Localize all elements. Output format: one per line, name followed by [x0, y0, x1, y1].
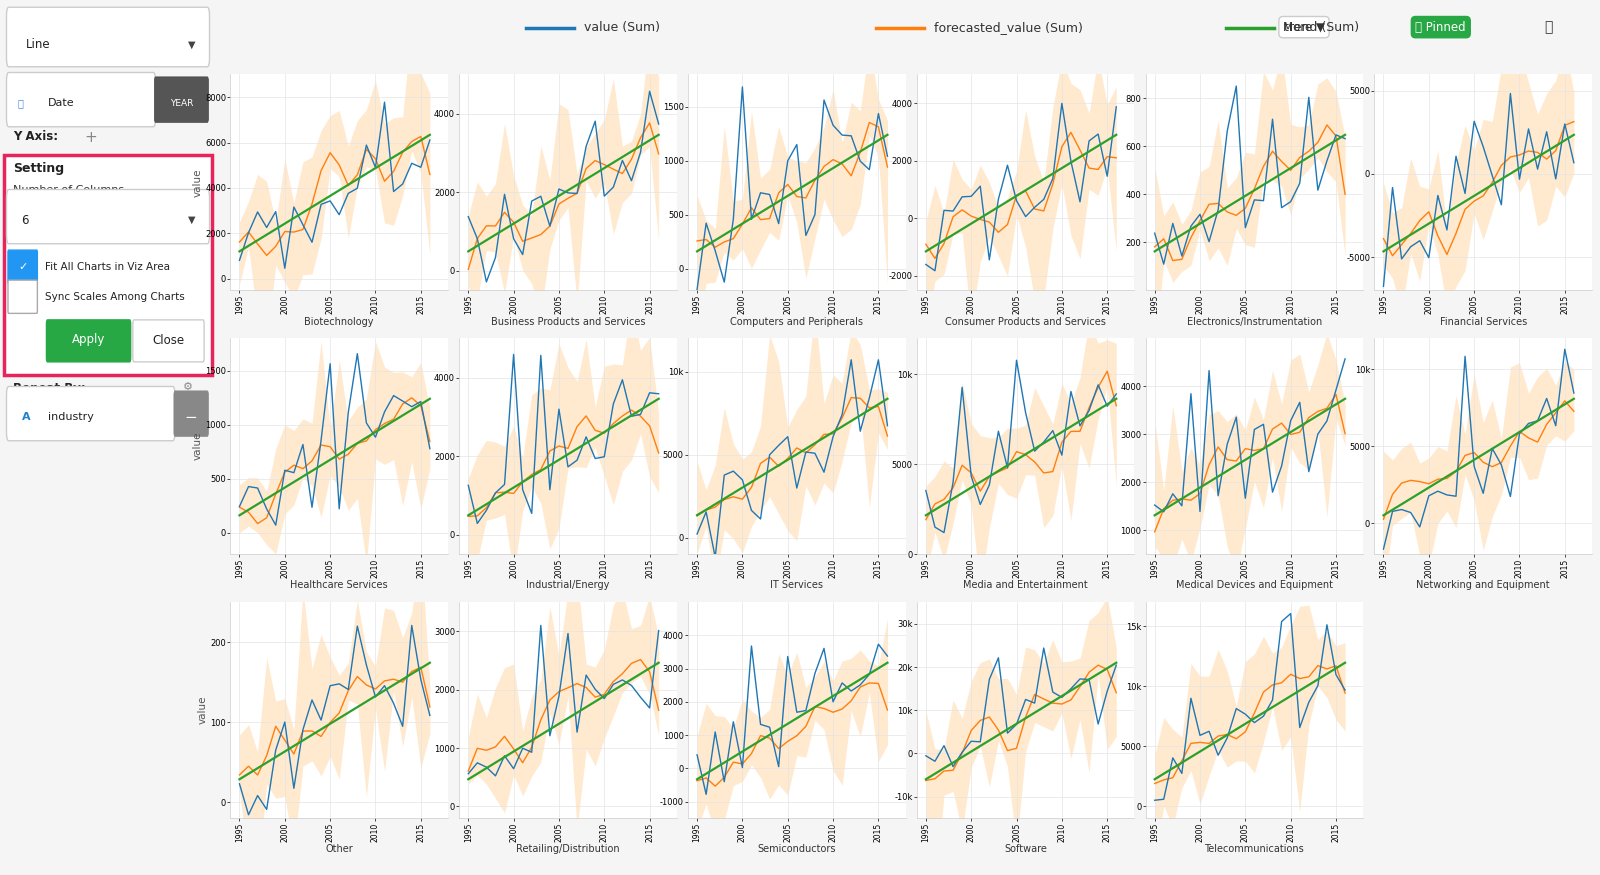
- Y-axis label: value: value: [198, 696, 208, 724]
- FancyBboxPatch shape: [174, 391, 208, 437]
- Text: ▼: ▼: [187, 215, 195, 225]
- X-axis label: Software: Software: [1005, 844, 1046, 855]
- FancyBboxPatch shape: [6, 387, 174, 441]
- Text: A: A: [22, 412, 30, 422]
- X-axis label: Media and Entertainment: Media and Entertainment: [963, 580, 1088, 591]
- Text: Apply: Apply: [72, 333, 106, 346]
- X-axis label: Financial Services: Financial Services: [1440, 317, 1526, 326]
- FancyBboxPatch shape: [8, 280, 37, 313]
- FancyBboxPatch shape: [5, 155, 211, 375]
- Text: forecasted_value (Sum): forecasted_value (Sum): [934, 22, 1083, 34]
- Text: Type:: Type:: [13, 15, 48, 28]
- Text: Sync Scales Among Charts: Sync Scales Among Charts: [45, 291, 186, 302]
- Text: More ▼: More ▼: [1283, 21, 1325, 33]
- Text: Number of Columns: Number of Columns: [13, 185, 125, 195]
- Text: 📌 Pinned: 📌 Pinned: [1416, 21, 1466, 33]
- X-axis label: Healthcare Services: Healthcare Services: [290, 580, 389, 591]
- FancyBboxPatch shape: [46, 320, 131, 362]
- FancyBboxPatch shape: [6, 190, 210, 244]
- Text: Line: Line: [26, 38, 51, 52]
- Text: Y Axis:: Y Axis:: [13, 130, 58, 143]
- Text: 🗓: 🗓: [18, 98, 22, 108]
- X-axis label: Biotechnology: Biotechnology: [304, 317, 374, 326]
- Text: Close: Close: [152, 333, 184, 346]
- Text: Setting: Setting: [13, 162, 64, 175]
- Text: ⛶: ⛶: [1544, 20, 1554, 34]
- X-axis label: Consumer Products and Services: Consumer Products and Services: [946, 317, 1106, 326]
- Text: Repeat By:: Repeat By:: [13, 382, 86, 395]
- X-axis label: Telecommunications: Telecommunications: [1205, 844, 1304, 855]
- X-axis label: Computers and Peripherals: Computers and Peripherals: [730, 317, 864, 326]
- Text: X Axis:: X Axis:: [13, 72, 59, 85]
- Text: +: +: [85, 130, 98, 145]
- X-axis label: IT Services: IT Services: [770, 580, 824, 591]
- X-axis label: Other: Other: [325, 844, 354, 855]
- FancyBboxPatch shape: [133, 320, 205, 362]
- FancyBboxPatch shape: [6, 73, 155, 127]
- Text: industry: industry: [48, 412, 93, 422]
- Text: ▼: ▼: [187, 40, 195, 50]
- X-axis label: Networking and Equipment: Networking and Equipment: [1416, 580, 1550, 591]
- FancyBboxPatch shape: [6, 7, 210, 66]
- X-axis label: Electronics/Instrumentation: Electronics/Instrumentation: [1187, 317, 1322, 326]
- X-axis label: Retailing/Distribution: Retailing/Distribution: [517, 844, 619, 855]
- Y-axis label: value: value: [192, 432, 203, 460]
- X-axis label: Industrial/Energy: Industrial/Energy: [526, 580, 610, 591]
- X-axis label: Medical Devices and Equipment: Medical Devices and Equipment: [1176, 580, 1333, 591]
- X-axis label: Semiconductors: Semiconductors: [757, 844, 837, 855]
- Y-axis label: value: value: [192, 168, 202, 197]
- X-axis label: Business Products and Services: Business Products and Services: [491, 317, 645, 326]
- Text: value (Sum): value (Sum): [584, 22, 659, 34]
- Text: −: −: [184, 410, 197, 424]
- Text: ⚙: ⚙: [182, 382, 194, 392]
- Text: trend (Sum): trend (Sum): [1283, 22, 1358, 34]
- Text: Fit All Charts in Viz Area: Fit All Charts in Viz Area: [45, 262, 170, 272]
- FancyBboxPatch shape: [8, 250, 37, 284]
- Text: ✓: ✓: [18, 262, 27, 272]
- Text: YEAR: YEAR: [170, 99, 194, 108]
- Text: 6: 6: [22, 214, 29, 227]
- FancyBboxPatch shape: [155, 77, 208, 123]
- Text: Date: Date: [48, 98, 74, 108]
